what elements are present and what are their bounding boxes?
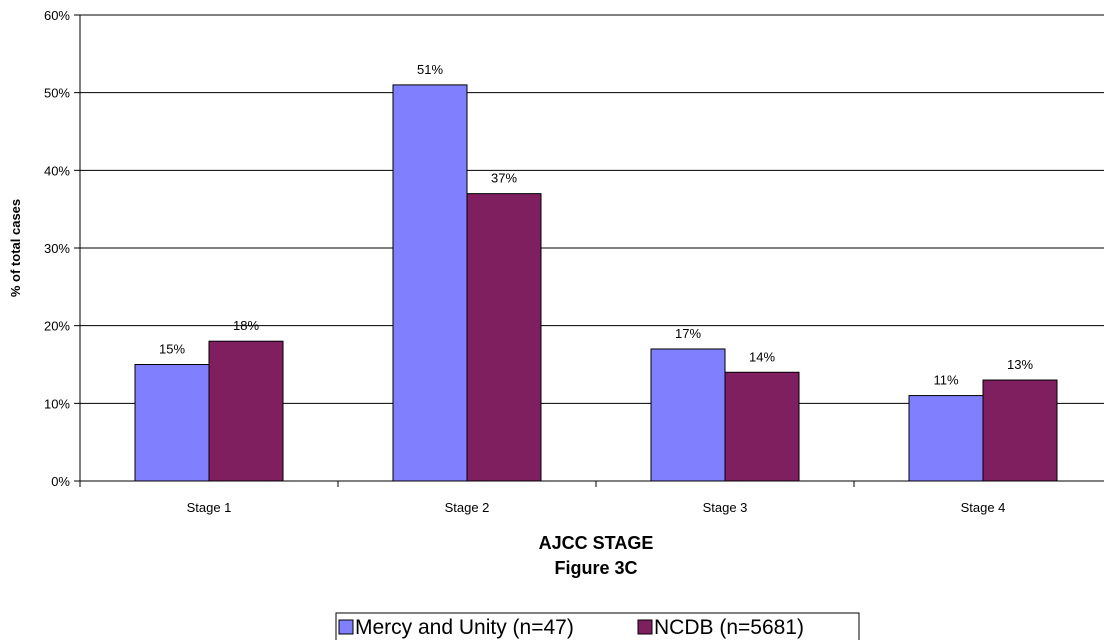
data-label: 17% [675, 326, 701, 341]
legend-swatch-mercy [338, 619, 354, 635]
data-label: 51% [417, 62, 443, 77]
y-tick-labels: 0% 10% 20% 30% 40% 50% 60% [44, 8, 70, 489]
data-label: 15% [159, 342, 185, 357]
bar [134, 364, 210, 482]
legend-frame [335, 612, 860, 640]
x-tick-label: Stage 1 [187, 500, 232, 515]
x-tick-label: Stage 4 [961, 500, 1006, 515]
y-tick-label: 10% [44, 396, 70, 411]
y-tick-label: 40% [44, 163, 70, 178]
legend-label-ncdb: NCDB (n=5681) [654, 616, 804, 639]
data-label: 18% [233, 318, 259, 333]
bar [908, 395, 984, 482]
bar [208, 340, 284, 482]
bar [724, 371, 800, 482]
legend-label-mercy: Mercy and Unity (n=47) [355, 616, 574, 639]
x-tick-label: Stage 2 [445, 500, 490, 515]
data-label: 14% [749, 349, 775, 364]
y-axis-label: % of total cases [8, 199, 23, 297]
x-tick-label: Stage 3 [703, 500, 748, 515]
y-tick-label: 30% [44, 241, 70, 256]
axes [74, 14, 1104, 487]
data-label: 11% [933, 373, 958, 388]
figure-caption: Figure 3C [554, 558, 637, 578]
data-label: 13% [1007, 357, 1033, 372]
legend-swatch-ncdb [637, 619, 653, 635]
bar [982, 379, 1058, 482]
y-tick-label: 60% [44, 8, 70, 23]
bar [392, 84, 468, 482]
y-tick-label: 20% [44, 319, 70, 334]
legend: Mercy and Unity (n=47) NCDB (n=5681) [335, 612, 860, 640]
data-labels: 15% 18% 51% 37% 17% 14% 11% 13% [159, 62, 1033, 388]
data-label: 37% [491, 171, 517, 186]
y-tick-label: 0% [51, 474, 70, 489]
x-axis-label: AJCC STAGE [539, 533, 654, 553]
bar [650, 348, 726, 482]
y-tick-label: 50% [44, 86, 70, 101]
bar [466, 193, 542, 482]
x-tick-labels: Stage 1 Stage 2 Stage 3 Stage 4 [187, 500, 1006, 515]
bars [134, 84, 1058, 482]
